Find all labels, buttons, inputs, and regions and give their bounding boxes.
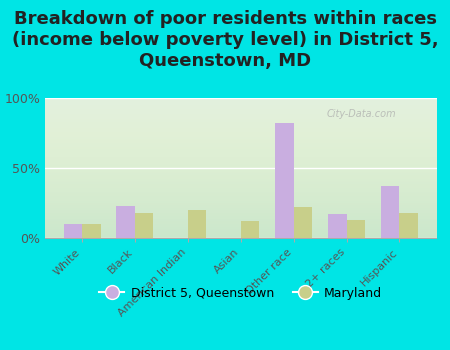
Bar bbox=[63, 224, 82, 238]
Bar bbox=[135, 213, 153, 238]
Bar bbox=[400, 213, 418, 238]
Bar bbox=[294, 207, 312, 238]
Bar bbox=[117, 206, 135, 238]
Bar bbox=[328, 214, 346, 238]
Bar bbox=[381, 186, 400, 238]
Text: Breakdown of poor residents within races
(income below poverty level) in Distric: Breakdown of poor residents within races… bbox=[12, 10, 438, 70]
Text: City-Data.com: City-Data.com bbox=[327, 109, 396, 119]
Bar bbox=[346, 220, 365, 238]
Bar bbox=[241, 221, 259, 238]
Bar bbox=[82, 224, 100, 238]
Legend: District 5, Queenstown, Maryland: District 5, Queenstown, Maryland bbox=[94, 281, 387, 304]
Bar bbox=[275, 123, 294, 238]
Bar bbox=[188, 210, 207, 238]
